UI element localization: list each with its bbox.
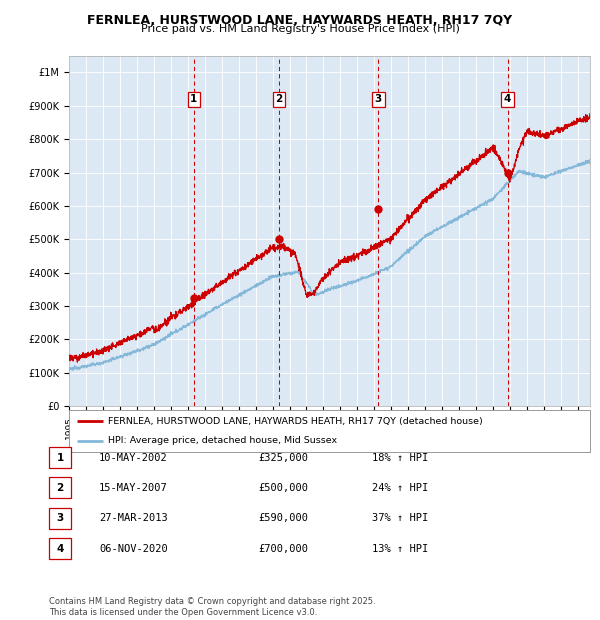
Text: 4: 4 [504, 94, 511, 104]
Text: 2: 2 [275, 94, 283, 104]
Text: 3: 3 [56, 513, 64, 523]
Text: Price paid vs. HM Land Registry's House Price Index (HPI): Price paid vs. HM Land Registry's House … [140, 24, 460, 33]
Text: 15-MAY-2007: 15-MAY-2007 [99, 483, 168, 493]
Text: FERNLEA, HURSTWOOD LANE, HAYWARDS HEATH, RH17 7QY (detached house): FERNLEA, HURSTWOOD LANE, HAYWARDS HEATH,… [108, 417, 483, 426]
Text: 1: 1 [56, 453, 64, 463]
Text: £700,000: £700,000 [258, 544, 308, 554]
Text: 24% ↑ HPI: 24% ↑ HPI [372, 483, 428, 493]
Text: 1: 1 [190, 94, 197, 104]
Text: £325,000: £325,000 [258, 453, 308, 463]
Text: £500,000: £500,000 [258, 483, 308, 493]
Text: 2: 2 [56, 483, 64, 493]
Text: 4: 4 [56, 544, 64, 554]
Text: HPI: Average price, detached house, Mid Sussex: HPI: Average price, detached house, Mid … [108, 436, 337, 445]
Text: 06-NOV-2020: 06-NOV-2020 [99, 544, 168, 554]
Text: Contains HM Land Registry data © Crown copyright and database right 2025.
This d: Contains HM Land Registry data © Crown c… [49, 598, 376, 617]
Text: FERNLEA, HURSTWOOD LANE, HAYWARDS HEATH, RH17 7QY: FERNLEA, HURSTWOOD LANE, HAYWARDS HEATH,… [88, 14, 512, 27]
Text: 27-MAR-2013: 27-MAR-2013 [99, 513, 168, 523]
Text: 13% ↑ HPI: 13% ↑ HPI [372, 544, 428, 554]
Text: £590,000: £590,000 [258, 513, 308, 523]
Text: 18% ↑ HPI: 18% ↑ HPI [372, 453, 428, 463]
Text: 10-MAY-2002: 10-MAY-2002 [99, 453, 168, 463]
Text: 37% ↑ HPI: 37% ↑ HPI [372, 513, 428, 523]
Text: 3: 3 [375, 94, 382, 104]
